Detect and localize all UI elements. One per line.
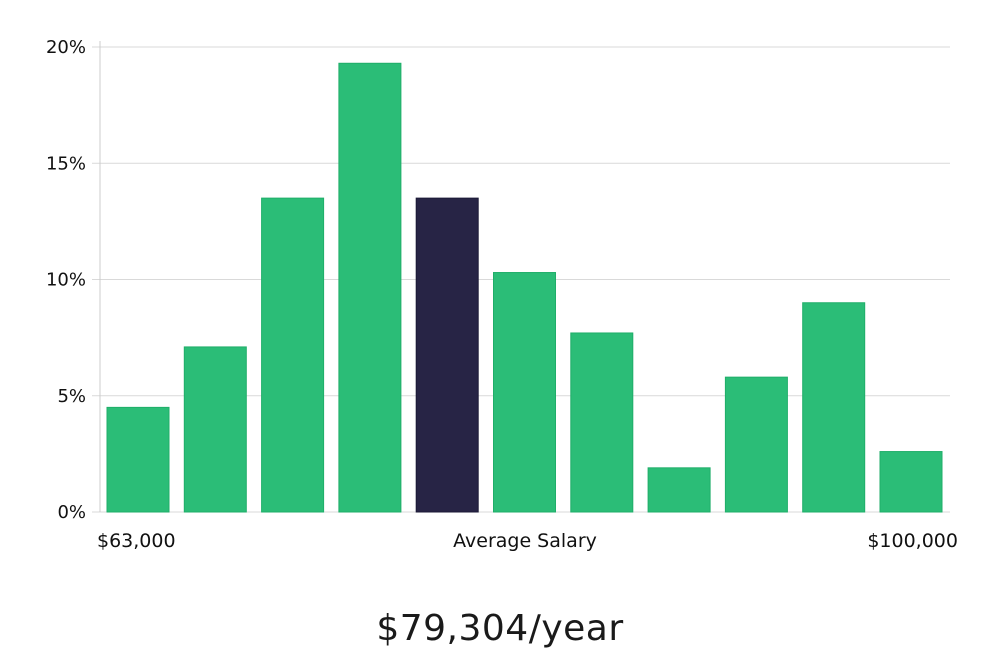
x-axis-title: Average Salary xyxy=(453,530,597,552)
bar xyxy=(261,197,325,513)
y-axis-ticks: 0% 5% 10% 15% 20% xyxy=(46,37,86,523)
bars xyxy=(106,62,943,513)
bar xyxy=(570,332,634,513)
bar xyxy=(106,406,170,513)
y-tick-label: 20% xyxy=(46,37,86,58)
y-tick-label: 5% xyxy=(57,386,86,407)
x-max-label: $100,000 xyxy=(867,530,958,552)
bar xyxy=(338,62,402,513)
bar xyxy=(647,467,711,513)
y-tick-label: 15% xyxy=(46,153,86,174)
bar xyxy=(493,272,556,513)
bar xyxy=(802,302,866,513)
x-min-label: $63,000 xyxy=(97,530,176,552)
bar xyxy=(724,376,788,513)
y-tick-label: 0% xyxy=(57,502,86,523)
bar xyxy=(879,451,943,513)
average-salary-value: $79,304/year xyxy=(376,608,624,649)
bar-highlighted xyxy=(415,197,479,513)
y-tick-label: 10% xyxy=(46,270,86,291)
bar xyxy=(183,346,247,513)
